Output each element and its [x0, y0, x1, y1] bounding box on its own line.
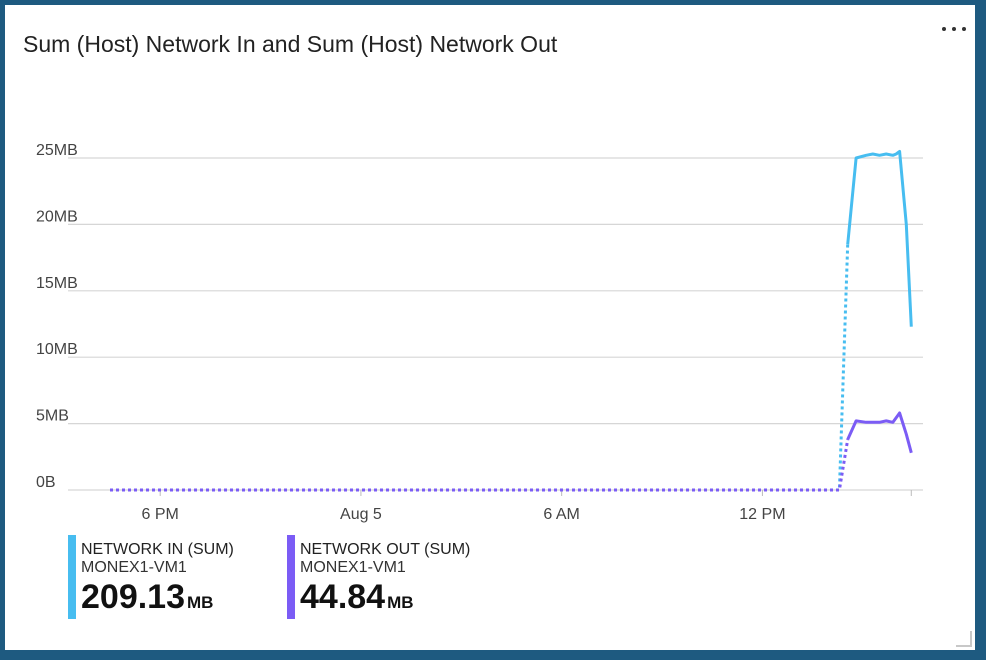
x-tick-label: 6 AM	[543, 506, 579, 523]
legend-total-value: 209.13 MB	[81, 578, 214, 616]
legend-total-value: 44.84 MB	[300, 578, 414, 616]
legend-resource-name: MONEX1-VM1	[300, 559, 406, 576]
legend-color-bar	[68, 535, 76, 619]
x-axis-ticks: 6 PM Aug 5 6 AM 12 PM	[142, 490, 912, 523]
line-chart: 25MB 20MB 15MB 10MB 5MB 0B 6 PM Aug 5 6 AM 12 PM	[36, 142, 923, 523]
legend-color-bar	[287, 535, 295, 619]
x-tick-label: Aug 5	[340, 506, 382, 523]
legend-series-name: NETWORK IN (SUM)	[81, 541, 234, 558]
y-tick-label: 5MB	[36, 408, 69, 425]
y-tick-label: 10MB	[36, 341, 78, 358]
x-tick-label: 12 PM	[739, 506, 785, 523]
chart-gridlines	[68, 157, 923, 491]
legend-network-out[interactable]: NETWORK OUT (SUM) MONEX1-VM1 44.84 MB	[287, 535, 470, 619]
chart-series	[110, 149, 913, 492]
legend-series-name: NETWORK OUT (SUM)	[300, 541, 471, 558]
resize-handle-icon[interactable]	[956, 631, 972, 647]
legend-resource-name: MONEX1-VM1	[81, 559, 187, 576]
series-network-in-line[interactable]	[846, 149, 913, 327]
y-tick-label: 15MB	[36, 275, 78, 292]
series-network-out-missing	[110, 439, 850, 492]
series-network-out-line[interactable]	[846, 411, 913, 454]
y-tick-label: 0B	[36, 474, 56, 491]
tile-title: Sum (Host) Network In and Sum (Host) Net…	[23, 31, 558, 57]
legend-network-in[interactable]: NETWORK IN (SUM) MONEX1-VM1 209.13 MB	[68, 535, 234, 619]
ellipsis-icon[interactable]	[941, 19, 967, 39]
y-tick-label: 25MB	[36, 142, 78, 159]
y-tick-label: 20MB	[36, 208, 78, 225]
y-axis-ticks: 25MB 20MB 15MB 10MB 5MB 0B	[36, 142, 78, 491]
series-network-in-missing	[110, 244, 850, 492]
x-tick-label: 6 PM	[142, 506, 179, 523]
chart-tile: Sum (Host) Network In and Sum (Host) Net…	[5, 5, 975, 650]
